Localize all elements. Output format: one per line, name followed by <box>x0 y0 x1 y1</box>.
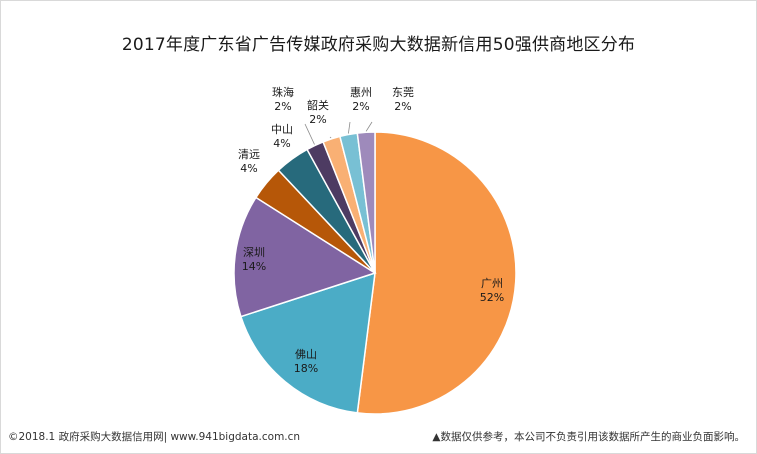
pie-slices <box>233 131 517 415</box>
slice-name-label: 清远 <box>238 148 260 161</box>
slice-name-label: 广州 <box>481 277 503 290</box>
slice-name-label: 韶关 <box>307 98 329 112</box>
leader-line-8 <box>365 121 373 132</box>
slice-percent-label: 4% <box>240 162 257 175</box>
leader-line-7 <box>348 121 351 134</box>
slice-name-label: 惠州 <box>350 85 372 99</box>
pie-slice-0 <box>356 131 517 415</box>
slice-name-label: 中山 <box>271 123 293 136</box>
slice-name-label: 珠海 <box>272 85 294 99</box>
slice-percent-label: 2% <box>352 100 369 113</box>
footer-source: ©2018.1 政府采购大数据信用网| www.941bigdata.com.c… <box>8 431 301 443</box>
slice-percent-label: 14% <box>242 260 266 273</box>
slice-percent-label: 4% <box>273 137 290 150</box>
pie-slice-2 <box>233 196 377 318</box>
leader-line-5 <box>304 123 315 145</box>
slice-name-label: 佛山 <box>295 348 317 361</box>
slice-name-label: 东莞 <box>392 86 414 99</box>
pie-slice-1 <box>239 271 376 414</box>
footer-disclaimer: ▲数据仅供参考，本公司不负责引用该数据所产生的商业负面影响。 <box>432 431 745 443</box>
slice-percent-label: 2% <box>274 100 291 113</box>
slice-percent-label: 2% <box>309 113 326 126</box>
slice-percent-label: 18% <box>294 362 318 375</box>
slice-percent-label: 52% <box>480 291 504 304</box>
pie-slice-8 <box>356 131 376 274</box>
slice-percent-label: 2% <box>394 100 411 113</box>
leader-lines <box>304 121 373 145</box>
chart-title: 2017年度广东省广告传媒政府采购大数据新信用50强供商地区分布 <box>121 35 636 55</box>
slice-name-label: 深圳 <box>243 246 265 259</box>
leader-line-6 <box>329 136 332 139</box>
